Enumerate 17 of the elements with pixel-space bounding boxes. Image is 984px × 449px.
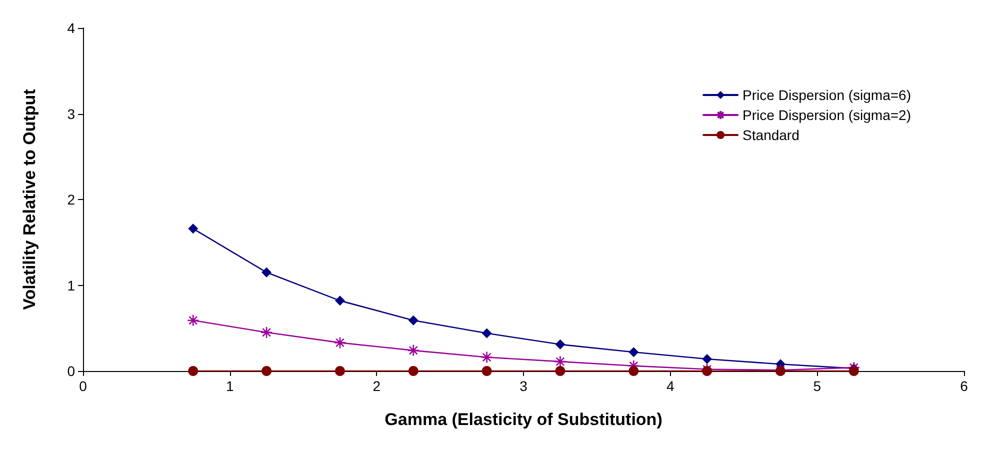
x-tick-label: 5: [813, 378, 822, 394]
legend-label: Price Dispersion (sigma=6): [742, 87, 912, 103]
y-tick-label: 2: [67, 192, 76, 208]
x-tick-label: 2: [372, 378, 381, 394]
legend-label: Standard: [742, 127, 800, 143]
x-tick-label: 3: [520, 378, 528, 394]
y-axis-title: Volatility Relative to Output: [20, 88, 39, 310]
y-tick-label: 3: [67, 106, 76, 122]
x-tick-label: 4: [666, 378, 674, 394]
x-tick-label: 6: [960, 378, 968, 394]
x-tick-label: 1: [226, 378, 234, 394]
x-tick-label: 0: [79, 378, 88, 394]
x-axis-title: Gamma (Elasticity of Substitution): [384, 410, 662, 429]
y-tick-label: 0: [67, 363, 76, 379]
y-tick-label: 1: [67, 277, 76, 294]
legend-label: Price Dispersion (sigma=2): [742, 107, 912, 123]
y-tick-label: 4: [67, 20, 76, 36]
